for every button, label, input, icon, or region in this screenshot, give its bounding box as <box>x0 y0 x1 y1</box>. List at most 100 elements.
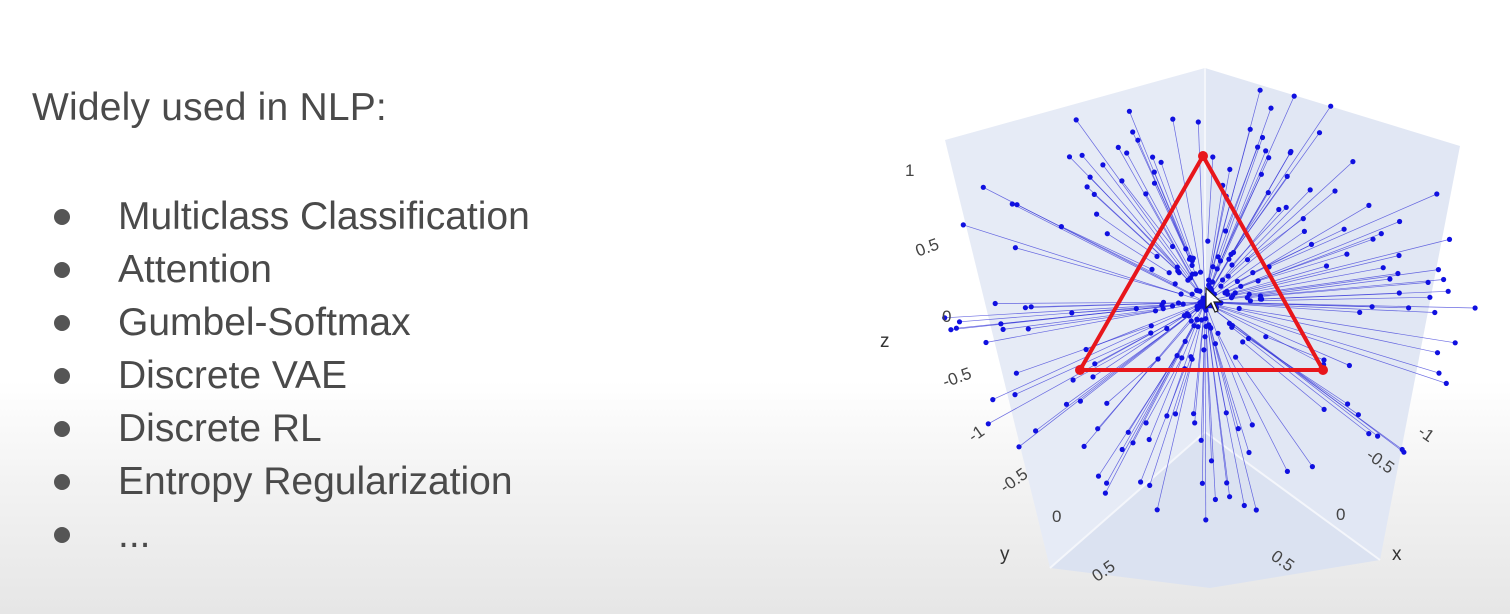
data-point <box>1435 267 1441 273</box>
data-point <box>1284 468 1290 474</box>
projection-line <box>1117 147 1204 299</box>
bullet-dot-icon <box>54 262 70 278</box>
data-point <box>1170 243 1176 250</box>
simplex-triangle <box>1078 154 1325 372</box>
projection-line <box>1094 315 1185 365</box>
projection-line <box>1160 162 1194 259</box>
data-point <box>1316 130 1323 136</box>
projection-line <box>1227 161 1354 277</box>
bullet-text: Entropy Regularization <box>118 460 513 503</box>
data-point <box>1234 278 1240 284</box>
data-point <box>1124 150 1130 156</box>
data-point <box>1160 299 1167 305</box>
data-point <box>1148 330 1154 336</box>
data-point <box>1178 291 1184 297</box>
data-point <box>1241 502 1247 509</box>
z-axis-title: z <box>880 331 890 352</box>
y-tick: 0 <box>1052 507 1061 526</box>
back-left-pane <box>945 68 1205 568</box>
data-point <box>1253 507 1259 513</box>
data-point <box>1247 298 1253 304</box>
mouse-cursor-icon <box>1205 286 1223 313</box>
data-point <box>1083 346 1089 353</box>
projection-line <box>1231 269 1439 299</box>
data-point <box>1369 304 1375 310</box>
data-point <box>1229 324 1235 330</box>
data-point <box>1174 353 1180 359</box>
y-axis-title: y <box>1000 544 1010 565</box>
data-point <box>1236 305 1242 312</box>
data-point <box>992 300 998 307</box>
projection-line <box>1205 278 1390 303</box>
projection-line <box>985 301 1205 343</box>
data-point <box>1265 190 1271 196</box>
data-point <box>1307 187 1313 193</box>
data-point <box>1135 137 1141 143</box>
projection-line <box>1096 213 1158 257</box>
projection-line <box>1106 358 1159 404</box>
projection-line <box>1098 355 1178 477</box>
projection-line <box>1268 193 1437 268</box>
projection-line <box>1172 119 1201 273</box>
data-point <box>1355 412 1361 418</box>
data-point <box>1081 443 1087 449</box>
scatter3d-plot[interactable]: 1 0.5 0 -0.5 z -1 -0.5 0 0.5 y -1 -0.5 0… <box>860 40 1500 610</box>
bullet-text: Attention <box>118 248 272 291</box>
data-point <box>1094 211 1100 217</box>
data-point <box>1206 277 1212 283</box>
data-point <box>1208 325 1214 331</box>
data-point <box>1160 306 1166 312</box>
data-point <box>1197 300 1203 306</box>
bullet-dot-icon <box>54 209 70 225</box>
data-point <box>1130 129 1136 135</box>
data-point <box>1189 262 1195 268</box>
floor-pane <box>1050 432 1380 588</box>
data-point <box>990 397 996 403</box>
data-point <box>1225 273 1231 279</box>
data-point <box>1138 479 1144 485</box>
data-point <box>1395 270 1401 277</box>
data-point <box>1220 277 1226 283</box>
projection-line <box>1153 171 1191 258</box>
data-point <box>1152 308 1159 314</box>
data-point <box>1191 411 1197 417</box>
bullet-text: Multiclass Classification <box>118 195 530 238</box>
data-point <box>1169 303 1176 309</box>
data-point <box>1183 246 1189 252</box>
data-point <box>1212 341 1218 347</box>
data-point <box>1210 154 1216 160</box>
z-tick: -0.5 <box>940 364 974 392</box>
data-point <box>953 325 959 331</box>
data-point <box>1452 340 1458 346</box>
data-point <box>1166 270 1172 276</box>
data-point <box>1149 266 1155 272</box>
data-point <box>980 184 986 190</box>
projection-line <box>1210 152 1291 291</box>
data-point <box>1268 105 1274 111</box>
data-point <box>1370 236 1376 242</box>
data-point <box>1174 264 1180 270</box>
data-point <box>998 321 1004 327</box>
x-tick: -1 <box>1414 422 1437 446</box>
data-point <box>1151 169 1157 175</box>
data-point <box>1366 202 1372 208</box>
data-point <box>1223 228 1229 234</box>
data-point <box>1143 191 1149 197</box>
data-point <box>1283 204 1289 210</box>
projection-line <box>1205 301 1440 374</box>
data-point <box>1195 305 1201 311</box>
data-point <box>1227 166 1233 172</box>
data-point <box>1441 276 1447 283</box>
scatter3d-svg[interactable]: 1 0.5 0 -0.5 z -1 -0.5 0 0.5 y -1 -0.5 0… <box>860 40 1500 610</box>
data-point <box>1148 323 1154 329</box>
data-point <box>1180 301 1186 307</box>
data-point <box>1009 201 1015 207</box>
data-point <box>956 319 963 325</box>
data-point <box>1425 279 1431 285</box>
data-point <box>1176 270 1182 276</box>
data-point <box>1276 206 1282 213</box>
data-point <box>1215 330 1221 336</box>
data-point <box>1250 270 1256 276</box>
data-point <box>1150 154 1156 160</box>
data-point <box>1218 283 1224 289</box>
